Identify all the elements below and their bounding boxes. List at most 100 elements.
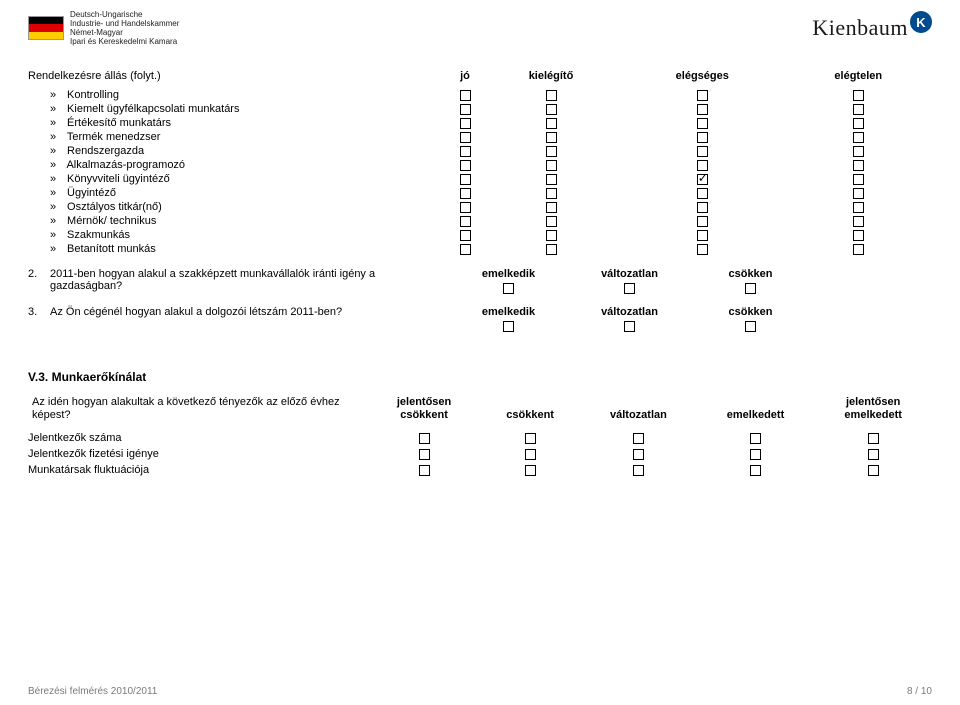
- checkbox[interactable]: [503, 321, 514, 332]
- checkbox-cell: [448, 158, 482, 172]
- checkbox-cell: [448, 144, 482, 158]
- checkbox[interactable]: [460, 160, 471, 171]
- checkbox[interactable]: [503, 283, 514, 294]
- checkbox[interactable]: [853, 104, 864, 115]
- v3-col-header: csökkent: [480, 394, 580, 430]
- checkbox-cell: [482, 144, 620, 158]
- checkbox-cell: [785, 242, 932, 256]
- checkbox[interactable]: [697, 174, 708, 185]
- checkbox[interactable]: [853, 216, 864, 227]
- checkbox[interactable]: [460, 188, 471, 199]
- checkbox[interactable]: [624, 283, 635, 294]
- checkbox[interactable]: [697, 104, 708, 115]
- checkbox[interactable]: [697, 118, 708, 129]
- checkbox[interactable]: [853, 160, 864, 171]
- checkbox[interactable]: [750, 465, 761, 476]
- checkbox[interactable]: [525, 449, 536, 460]
- checkbox[interactable]: [697, 202, 708, 213]
- checkbox-cell: [448, 242, 482, 256]
- checkbox[interactable]: [460, 230, 471, 241]
- checkbox[interactable]: [750, 433, 761, 444]
- checkbox-cell: [785, 186, 932, 200]
- checkbox[interactable]: [460, 244, 471, 255]
- checkbox[interactable]: [460, 216, 471, 227]
- option-label: csökken: [690, 306, 811, 318]
- checkbox-cell: [368, 430, 480, 446]
- checkbox[interactable]: [546, 202, 557, 213]
- checkbox[interactable]: [853, 118, 864, 129]
- checkbox[interactable]: [853, 244, 864, 255]
- q2-option: emelkedik: [448, 268, 569, 294]
- checkbox[interactable]: [546, 244, 557, 255]
- checkbox-cell: [482, 158, 620, 172]
- checkbox[interactable]: [697, 188, 708, 199]
- checkbox-cell: [814, 430, 932, 446]
- v3-table: Az idén hogyan alakultak a következő tén…: [28, 394, 932, 478]
- checkbox[interactable]: [853, 188, 864, 199]
- checkbox[interactable]: [546, 132, 557, 143]
- checkbox[interactable]: [419, 449, 430, 460]
- table-row: » Könyvviteli ügyintéző: [28, 172, 932, 186]
- checkbox[interactable]: [460, 202, 471, 213]
- checkbox-cell: [620, 172, 785, 186]
- checkbox[interactable]: [697, 216, 708, 227]
- checkbox-cell: [785, 102, 932, 116]
- checkbox[interactable]: [546, 174, 557, 185]
- option-label: csökken: [690, 268, 811, 280]
- row-label: » Osztályos titkár(nő): [28, 200, 448, 214]
- checkbox[interactable]: [624, 321, 635, 332]
- checkbox[interactable]: [853, 202, 864, 213]
- checkbox[interactable]: [546, 216, 557, 227]
- table-row: » Szakmunkás: [28, 228, 932, 242]
- checkbox[interactable]: [460, 146, 471, 157]
- checkbox[interactable]: [546, 160, 557, 171]
- checkbox[interactable]: [525, 433, 536, 444]
- checkbox[interactable]: [853, 174, 864, 185]
- q3-option: csökken: [690, 306, 811, 332]
- checkbox-cell: [448, 102, 482, 116]
- checkbox[interactable]: [460, 118, 471, 129]
- checkbox[interactable]: [745, 283, 756, 294]
- checkbox[interactable]: [745, 321, 756, 332]
- checkbox[interactable]: [697, 230, 708, 241]
- checkbox[interactable]: [853, 230, 864, 241]
- checkbox[interactable]: [546, 188, 557, 199]
- checkbox[interactable]: [546, 90, 557, 101]
- checkbox[interactable]: [460, 104, 471, 115]
- checkbox[interactable]: [419, 433, 430, 444]
- table-row: » Kiemelt ügyfélkapcsolati munkatárs: [28, 102, 932, 116]
- checkbox[interactable]: [697, 244, 708, 255]
- checkbox[interactable]: [460, 90, 471, 101]
- checkbox[interactable]: [546, 104, 557, 115]
- checkbox[interactable]: [853, 132, 864, 143]
- checkbox[interactable]: [868, 449, 879, 460]
- checkbox[interactable]: [546, 146, 557, 157]
- checkbox[interactable]: [460, 132, 471, 143]
- checkbox[interactable]: [419, 465, 430, 476]
- checkbox[interactable]: [868, 465, 879, 476]
- checkbox[interactable]: [853, 146, 864, 157]
- table-row: » Kontrolling: [28, 88, 932, 102]
- q3-number: 3.: [28, 306, 44, 318]
- checkbox[interactable]: [697, 146, 708, 157]
- checkbox[interactable]: [633, 465, 644, 476]
- q2-text: 2011-ben hogyan alakul a szakképzett mun…: [50, 268, 375, 292]
- checkbox[interactable]: [697, 132, 708, 143]
- checkbox[interactable]: [633, 433, 644, 444]
- checkbox-cell: [620, 158, 785, 172]
- checkbox[interactable]: [525, 465, 536, 476]
- checkbox[interactable]: [697, 160, 708, 171]
- checkbox[interactable]: [868, 433, 879, 444]
- checkbox-cell: [482, 88, 620, 102]
- brand-name: Kienbaum: [812, 15, 908, 41]
- checkbox[interactable]: [546, 230, 557, 241]
- checkbox[interactable]: [853, 90, 864, 101]
- checkbox[interactable]: [546, 118, 557, 129]
- checkbox[interactable]: [697, 90, 708, 101]
- checkbox-cell: [482, 228, 620, 242]
- checkbox[interactable]: [750, 449, 761, 460]
- checkbox[interactable]: [460, 174, 471, 185]
- row-label: » Könyvviteli ügyintéző: [28, 172, 448, 186]
- checkbox[interactable]: [633, 449, 644, 460]
- checkbox-cell: [480, 446, 580, 462]
